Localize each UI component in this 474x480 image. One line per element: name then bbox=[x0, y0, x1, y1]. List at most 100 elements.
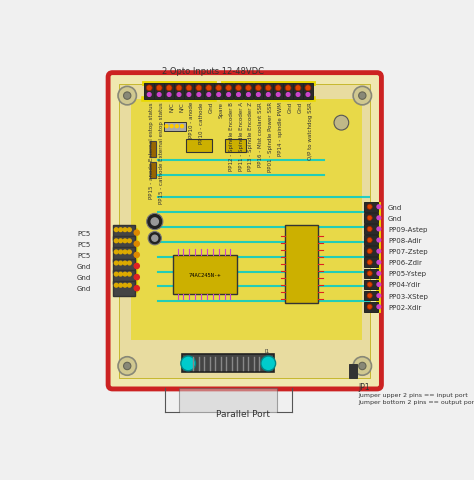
Circle shape bbox=[124, 362, 131, 370]
Bar bbox=[283, 84, 293, 100]
Circle shape bbox=[286, 94, 290, 97]
Circle shape bbox=[119, 228, 122, 232]
Circle shape bbox=[216, 86, 222, 92]
Circle shape bbox=[359, 93, 366, 100]
Text: PP06-Zdir: PP06-Zdir bbox=[388, 260, 422, 266]
Text: Gnd: Gnd bbox=[76, 286, 91, 291]
Circle shape bbox=[359, 362, 366, 370]
Text: Parallel Port: Parallel Port bbox=[216, 409, 270, 418]
Circle shape bbox=[134, 241, 139, 247]
Circle shape bbox=[367, 271, 372, 276]
Text: Gnd: Gnd bbox=[76, 264, 91, 269]
Text: N/C: N/C bbox=[169, 102, 174, 112]
Bar bbox=[204, 84, 213, 100]
Circle shape bbox=[367, 282, 372, 288]
Bar bbox=[119, 84, 370, 378]
Circle shape bbox=[377, 283, 381, 287]
Circle shape bbox=[206, 86, 212, 92]
Circle shape bbox=[226, 86, 231, 92]
Text: PP13 - Spindle Encoder Z: PP13 - Spindle Encoder Z bbox=[248, 102, 254, 171]
Circle shape bbox=[124, 93, 131, 100]
Bar bbox=[112, 226, 135, 240]
Text: PP09-Astep: PP09-Astep bbox=[388, 227, 428, 232]
Bar bbox=[194, 84, 204, 100]
Bar bbox=[364, 258, 378, 267]
Circle shape bbox=[134, 230, 139, 236]
Bar bbox=[186, 140, 212, 153]
Circle shape bbox=[217, 94, 220, 97]
Text: Gnd: Gnd bbox=[288, 102, 293, 113]
Circle shape bbox=[147, 94, 151, 97]
Circle shape bbox=[114, 284, 118, 288]
Bar bbox=[155, 84, 164, 100]
Text: 2 Opto Inputs 12-48VDC: 2 Opto Inputs 12-48VDC bbox=[162, 67, 264, 76]
Circle shape bbox=[305, 86, 311, 92]
Bar bbox=[349, 364, 357, 378]
Circle shape bbox=[148, 232, 161, 245]
Circle shape bbox=[276, 94, 280, 97]
Bar bbox=[112, 259, 135, 274]
Circle shape bbox=[114, 273, 118, 276]
Bar bbox=[234, 84, 243, 100]
Circle shape bbox=[166, 86, 172, 92]
Circle shape bbox=[266, 94, 270, 97]
Bar bbox=[112, 237, 135, 252]
Circle shape bbox=[170, 125, 173, 128]
Text: Jumper upper 2 pins == input port: Jumper upper 2 pins == input port bbox=[359, 393, 468, 397]
Bar bbox=[224, 84, 233, 100]
Bar bbox=[173, 255, 237, 294]
Bar bbox=[184, 84, 194, 100]
Circle shape bbox=[256, 94, 260, 97]
Circle shape bbox=[181, 356, 196, 371]
Circle shape bbox=[334, 116, 349, 131]
Text: PP10 - cathode: PP10 - cathode bbox=[199, 102, 204, 143]
Circle shape bbox=[118, 87, 137, 106]
Bar bbox=[285, 226, 318, 303]
Bar bbox=[364, 269, 378, 278]
Text: PP01 - Spindle Power SSR: PP01 - Spindle Power SSR bbox=[268, 102, 273, 172]
Text: Jumper bottom 2 pins == output port: Jumper bottom 2 pins == output port bbox=[359, 399, 474, 404]
Circle shape bbox=[134, 275, 139, 280]
Text: PP14 - spindle PWM: PP14 - spindle PWM bbox=[278, 102, 283, 156]
Circle shape bbox=[152, 236, 158, 242]
Text: PP15 - anode External estop status: PP15 - anode External estop status bbox=[149, 102, 154, 198]
Bar bbox=[164, 84, 174, 100]
Bar bbox=[364, 280, 378, 290]
Circle shape bbox=[237, 94, 240, 97]
Circle shape bbox=[128, 273, 131, 276]
Circle shape bbox=[377, 294, 381, 298]
Circle shape bbox=[123, 273, 127, 276]
Circle shape bbox=[255, 86, 261, 92]
Bar bbox=[112, 270, 135, 285]
Text: N/C: N/C bbox=[179, 102, 184, 112]
Circle shape bbox=[377, 216, 381, 220]
Circle shape bbox=[377, 239, 381, 242]
Circle shape bbox=[367, 238, 372, 243]
Text: PC5: PC5 bbox=[77, 252, 91, 258]
Bar bbox=[364, 203, 378, 212]
Circle shape bbox=[197, 94, 201, 97]
Circle shape bbox=[123, 251, 127, 254]
Circle shape bbox=[285, 86, 291, 92]
Bar bbox=[112, 248, 135, 263]
Bar bbox=[364, 214, 378, 223]
Circle shape bbox=[377, 205, 381, 209]
Circle shape bbox=[367, 216, 372, 221]
Circle shape bbox=[146, 86, 152, 92]
Text: Gnd: Gnd bbox=[298, 102, 303, 113]
Bar bbox=[164, 122, 186, 132]
Bar bbox=[364, 302, 378, 312]
Bar bbox=[264, 84, 273, 100]
Text: PP15 - cathode External estop status: PP15 - cathode External estop status bbox=[159, 102, 164, 204]
Circle shape bbox=[236, 86, 241, 92]
Circle shape bbox=[377, 305, 381, 309]
Bar bbox=[179, 388, 277, 412]
Circle shape bbox=[377, 272, 381, 276]
Bar bbox=[244, 84, 253, 100]
Text: PP08-Adir: PP08-Adir bbox=[388, 238, 421, 243]
Text: 74AC245N-+: 74AC245N-+ bbox=[189, 272, 221, 277]
Bar bbox=[364, 236, 378, 245]
Bar bbox=[364, 225, 378, 234]
Circle shape bbox=[186, 86, 192, 92]
Circle shape bbox=[128, 228, 131, 232]
